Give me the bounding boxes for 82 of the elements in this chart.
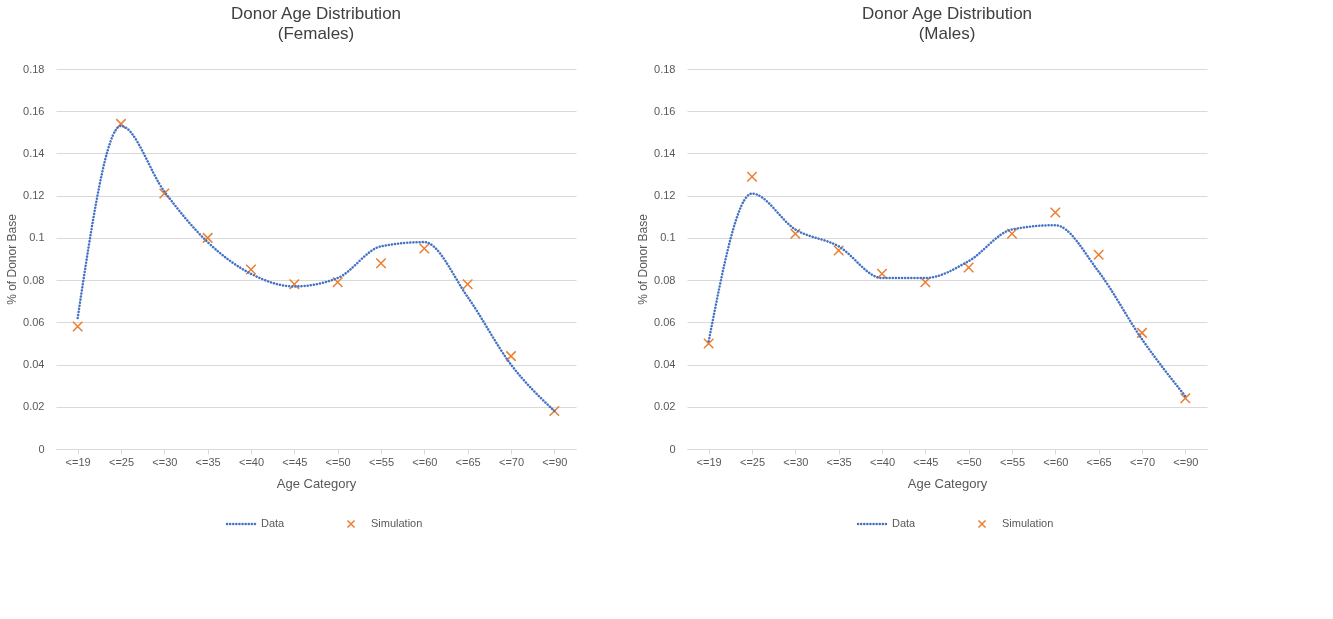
- x-axis-title: Age Category: [276, 475, 357, 491]
- x-tick-label: <=45: [282, 455, 308, 468]
- legend-label: Simulation: [1002, 517, 1054, 529]
- x-tick-label: <=60: [1043, 455, 1069, 468]
- y-tick-label: 0.14: [654, 146, 676, 159]
- point: [876, 268, 888, 280]
- point: [115, 118, 127, 130]
- point: [1049, 207, 1061, 219]
- x-tick-label: <=25: [739, 455, 766, 468]
- y-tick-label: 0: [669, 442, 676, 455]
- x-tick-label: <=60: [412, 455, 438, 468]
- y-tick-label: 0.06: [654, 315, 676, 328]
- line-series: [76, 124, 556, 413]
- point: [72, 321, 84, 333]
- y-tick-label: 0.16: [23, 104, 45, 117]
- x-tick-label: <=30: [152, 455, 178, 468]
- x-tick-label: <=30: [783, 455, 809, 468]
- y-tick-label: 0.04: [654, 358, 676, 371]
- point: [1179, 392, 1191, 404]
- point: [418, 242, 430, 254]
- point: [505, 350, 517, 362]
- point: [245, 264, 257, 276]
- point: [462, 278, 474, 290]
- y-tick-label: 0.08: [23, 273, 45, 286]
- x-tick-label: <=19: [696, 455, 722, 468]
- x-axis-title: Age Category: [907, 475, 988, 491]
- y-axis-title: % of Donor Base: [5, 213, 20, 305]
- y-tick-label: 0.12: [654, 189, 676, 202]
- x-tick-label: <=35: [826, 455, 852, 468]
- point: [548, 405, 560, 417]
- y-tick-label: 0.1: [660, 231, 676, 244]
- x-tick-label: <=70: [1129, 455, 1156, 468]
- y-tick-label: 0.12: [23, 189, 45, 202]
- point: [833, 245, 845, 257]
- chart-title: Donor Age Distribution: [230, 4, 402, 23]
- point: [789, 228, 801, 240]
- chart-title: Donor Age Distribution: [861, 4, 1033, 23]
- point: [288, 278, 300, 290]
- x-tick-label: <=90: [1173, 455, 1199, 468]
- point: [332, 276, 344, 288]
- y-tick-label: 0.06: [23, 315, 45, 328]
- point: [703, 337, 715, 349]
- y-tick-label: 0.16: [654, 104, 676, 117]
- x-tick-label: <=90: [542, 455, 568, 468]
- y-tick-label: 0: [38, 442, 45, 455]
- point: [158, 188, 170, 200]
- x-tick-label: <=70: [498, 455, 525, 468]
- legend-label: Simulation: [371, 517, 423, 529]
- chart-subtitle: (Females): [277, 24, 355, 43]
- y-tick-label: 0.02: [23, 400, 45, 413]
- point: [1006, 228, 1018, 240]
- chart-subtitle: (Males): [918, 24, 976, 43]
- x-tick-label: <=50: [325, 455, 351, 468]
- x-tick-label: <=19: [65, 455, 91, 468]
- y-tick-label: 0.02: [654, 400, 676, 413]
- x-tick-label: <=25: [108, 455, 135, 468]
- line-series: [707, 192, 1187, 398]
- point: [1093, 249, 1105, 261]
- y-tick-label: 0.18: [23, 62, 45, 75]
- point: [202, 232, 214, 244]
- y-tick-label: 0.1: [29, 231, 45, 244]
- legend-label: Data: [892, 517, 917, 529]
- x-tick-label: <=65: [455, 455, 481, 468]
- point: [746, 171, 758, 183]
- y-tick-label: 0.08: [654, 273, 676, 286]
- x-tick-label: <=40: [238, 455, 265, 468]
- x-tick-label: <=55: [368, 455, 395, 468]
- point: [963, 261, 975, 273]
- x-tick-label: <=45: [913, 455, 939, 468]
- y-axis-title: % of Donor Base: [636, 213, 651, 305]
- x-tick-label: <=50: [956, 455, 982, 468]
- x-tick-label: <=40: [869, 455, 896, 468]
- legend-label: Data: [261, 517, 286, 529]
- point: [375, 257, 387, 269]
- x-tick-label: <=35: [195, 455, 221, 468]
- x-tick-label: <=65: [1086, 455, 1112, 468]
- x-tick-label: <=55: [999, 455, 1026, 468]
- point: [1136, 327, 1148, 339]
- y-tick-label: 0.04: [23, 358, 45, 371]
- y-tick-label: 0.14: [23, 146, 45, 159]
- y-tick-label: 0.18: [654, 62, 676, 75]
- point: [919, 276, 931, 288]
